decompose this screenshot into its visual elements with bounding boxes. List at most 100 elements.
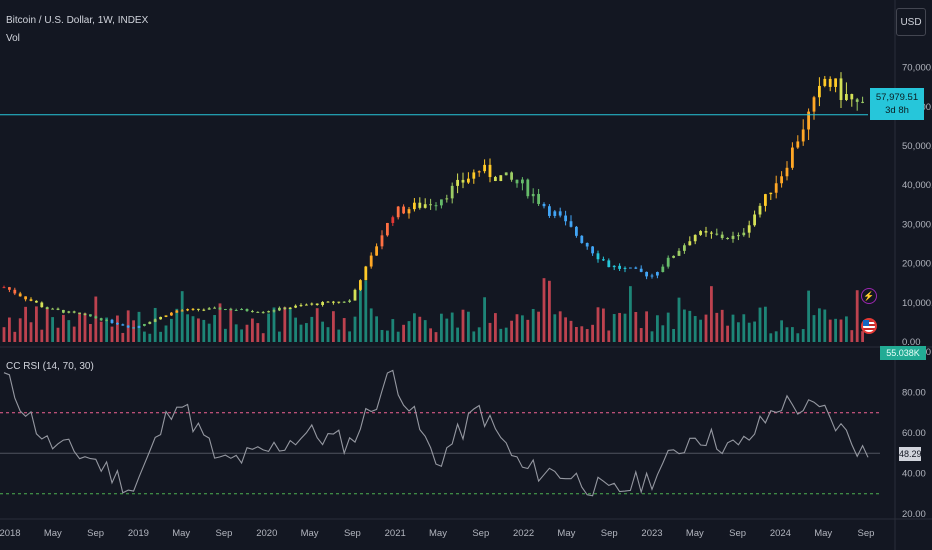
volume-bar [170,318,173,342]
volume-bar [699,319,702,342]
candle-body [688,241,692,246]
candle-body [807,111,810,130]
candle-body [261,312,265,314]
candle-body [105,319,108,321]
candle-body [2,287,6,289]
volume-bar [24,306,27,342]
us-flag-icon[interactable] [861,318,877,334]
candle-body [585,242,589,247]
volume-bar [191,316,195,342]
symbol-title[interactable]: Bitcoin / U.S. Dollar, 1W, INDEX [6,15,149,26]
time-tick-label: 2022 [513,528,534,539]
candle-body [310,303,314,305]
volume-bar [288,308,292,342]
volume-bar [326,327,330,342]
time-tick-label: 2020 [256,528,277,539]
volume-bar [348,331,351,342]
candle-body [661,266,665,273]
volume-bar [710,286,713,342]
volume-bar [510,320,513,342]
volume-bar [456,327,459,342]
volume-bar [359,285,362,342]
time-tick-label: 2019 [128,528,149,539]
candle-body [110,319,114,323]
volume-bar [467,311,470,342]
time-tick-label: 2023 [641,528,662,539]
time-tick-label: 2021 [385,528,406,539]
candle-body [801,129,805,142]
price-tick-label: 0.00 [902,337,921,348]
candle-body [558,211,562,216]
candle-body [67,311,71,313]
candle-body [35,300,38,303]
volume-bar [418,316,422,342]
currency-button[interactable]: USD [896,8,926,36]
candle-body [488,164,492,178]
volume-bar [666,312,670,342]
time-tick-label: May [44,528,62,539]
volume-label[interactable]: Vol [6,33,20,44]
candle-body [467,178,470,183]
volume-bar [342,318,346,342]
candle-body [180,310,184,312]
candle-body [515,179,519,184]
volume-bar [845,316,848,342]
candle-body [812,97,816,112]
candle-body [591,246,594,254]
candle-body [823,78,827,86]
volume-bar [634,311,638,342]
volume-bar [585,329,589,342]
candle-body [321,302,324,306]
candle-body [305,304,308,306]
candle-body [62,309,65,313]
candle-body [143,323,146,326]
candle-body [758,205,762,215]
candle-body [612,265,616,268]
candle-body [769,192,773,195]
volume-bar [83,313,87,342]
candle-body [499,175,503,182]
candle-body [737,235,740,237]
price-tick-label: 20,000.00 [902,259,932,270]
candle-body [40,302,44,308]
time-tick-label: May [172,528,190,539]
candle-body [391,217,395,223]
candle-body [256,311,260,313]
candle-body [283,307,287,309]
lightning-icon[interactable]: ⚡ [861,288,877,304]
candle-body [445,198,449,200]
candle-body [634,267,638,269]
candle-body [666,257,670,267]
candle-body [639,268,643,272]
volume-bar [310,316,314,342]
candle-body [461,179,465,183]
current-price-value: 57,979.51 [875,92,919,103]
volume-bar [731,314,735,342]
candle-body [78,312,81,314]
volume-bar [807,290,810,342]
volume-bar [278,331,281,342]
candle-body [791,147,794,168]
time-tick-label: May [814,528,832,539]
volume-bar [612,314,616,342]
candle-body [207,308,211,310]
volume-bar [607,330,611,342]
rsi-line [3,369,869,497]
candle-body [785,167,789,177]
volume-bar [72,326,76,342]
candle-body [148,321,152,324]
candle-body [413,202,416,210]
volume-bar [526,319,530,342]
candle-body [693,234,697,242]
price-tick-label: 30,000.00 [902,219,932,230]
indicator-label[interactable]: CC RSI (14, 70, 30) [6,361,94,372]
time-tick-label: Sep [858,528,875,539]
volume-bar [175,308,179,342]
volume-bar [402,324,405,342]
time-tick-label: May [557,528,575,539]
volume-bar [94,296,98,342]
candle-body [332,301,335,303]
volume-bar [521,315,524,342]
volume-bar [8,317,11,342]
